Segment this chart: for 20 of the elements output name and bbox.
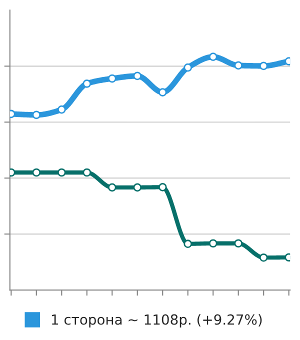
point: [184, 63, 192, 72]
point: [208, 52, 218, 62]
point: [158, 183, 167, 192]
legend-label: 1 сторона ~ 1108р. (+9.27%): [52, 314, 262, 328]
point: [158, 88, 167, 96]
point: [133, 183, 142, 192]
point: [82, 79, 92, 88]
point: [259, 253, 268, 262]
point: [82, 168, 92, 177]
point: [108, 183, 116, 192]
point: [234, 239, 243, 248]
point: [133, 72, 142, 80]
point: [234, 61, 243, 70]
point: [57, 105, 66, 114]
point: [57, 168, 66, 177]
point: [32, 168, 41, 177]
point: [108, 74, 116, 83]
point: [208, 239, 218, 248]
point: [259, 62, 268, 70]
point: [184, 240, 192, 248]
